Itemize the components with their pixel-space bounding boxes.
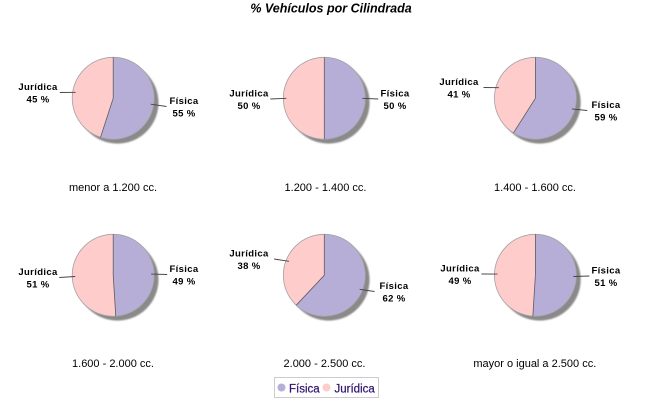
svg-text:2.000 - 2.500 cc.: 2.000 - 2.500 cc. xyxy=(284,358,366,370)
svg-text:1.200 - 1.400 cc.: 1.200 - 1.400 cc. xyxy=(285,182,367,194)
svg-text:Jurídica: Jurídica xyxy=(229,89,269,100)
svg-text:49 %: 49 % xyxy=(172,276,195,287)
svg-text:Jurídica: Jurídica xyxy=(335,384,376,396)
svg-text:Física: Física xyxy=(169,264,198,275)
svg-text:55 %: 55 % xyxy=(172,108,195,119)
svg-text:41 %: 41 % xyxy=(447,89,470,100)
svg-text:Física: Física xyxy=(591,266,620,277)
svg-text:Física: Física xyxy=(379,281,408,292)
svg-text:Física: Física xyxy=(169,96,198,107)
svg-text:mayor o igual a 2.500 cc.: mayor o igual a 2.500 cc. xyxy=(473,358,596,370)
svg-text:38 %: 38 % xyxy=(237,261,260,272)
svg-text:1.600 - 2.000 cc.: 1.600 - 2.000 cc. xyxy=(72,358,154,370)
svg-text:Jurídica: Jurídica xyxy=(440,264,480,275)
svg-text:51 %: 51 % xyxy=(594,278,617,289)
svg-text:50 %: 50 % xyxy=(237,101,260,112)
svg-text:Jurídica: Jurídica xyxy=(439,77,479,88)
svg-text:50 %: 50 % xyxy=(383,101,406,112)
svg-text:Jurídica: Jurídica xyxy=(229,249,269,260)
svg-text:1.400 - 1.600 cc.: 1.400 - 1.600 cc. xyxy=(494,182,576,194)
svg-text:Física: Física xyxy=(289,384,320,396)
svg-text:Jurídica: Jurídica xyxy=(18,82,58,93)
svg-text:62 %: 62 % xyxy=(382,293,405,304)
svg-text:51 %: 51 % xyxy=(26,279,49,290)
svg-text:Física: Física xyxy=(380,89,409,100)
svg-text:45 %: 45 % xyxy=(26,94,49,105)
svg-text:% Vehículos por Cilindrada: % Vehículos por Cilindrada xyxy=(250,2,411,16)
svg-text:Física: Física xyxy=(591,100,620,111)
svg-text:menor a 1.200 cc.: menor a 1.200 cc. xyxy=(69,182,157,194)
svg-text:59 %: 59 % xyxy=(594,112,617,123)
svg-text:49 %: 49 % xyxy=(448,276,471,287)
svg-text:Jurídica: Jurídica xyxy=(18,267,58,278)
